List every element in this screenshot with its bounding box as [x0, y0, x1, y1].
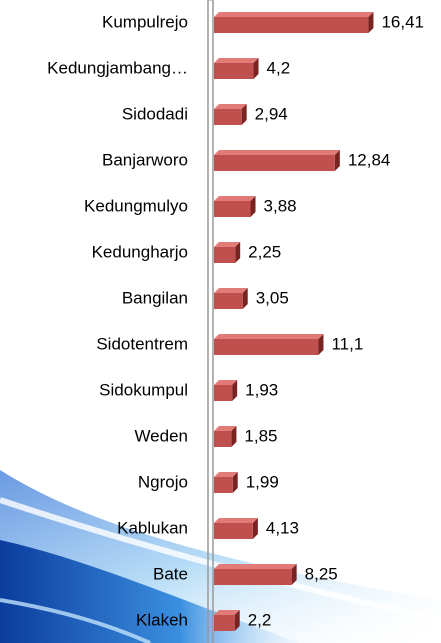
bar-front [214, 17, 368, 33]
bar [214, 472, 238, 493]
value-label: 2,94 [255, 104, 288, 123]
bar [214, 426, 236, 447]
category-label: Sidotentrem [96, 334, 188, 353]
value-label: 3,05 [256, 288, 289, 307]
bar [214, 610, 240, 631]
category-label: Bate [153, 564, 188, 583]
value-label: 12,84 [348, 150, 391, 169]
bar-front [214, 109, 242, 125]
bar-front [214, 523, 253, 539]
value-label: 1,99 [246, 472, 279, 491]
category-label: Kablukan [117, 518, 188, 537]
value-label: 4,2 [267, 58, 291, 77]
bar [214, 12, 373, 33]
bar [214, 288, 248, 309]
bar-top [214, 518, 258, 523]
bar-front [214, 155, 335, 171]
bar [214, 150, 340, 171]
bar-top [214, 564, 297, 569]
bar-front [214, 615, 235, 631]
bar-top [214, 196, 256, 201]
bar [214, 104, 247, 125]
value-label: 16,41 [381, 12, 424, 31]
value-label: 11,1 [331, 334, 363, 353]
bar [214, 564, 297, 585]
bar-top [214, 12, 373, 17]
bar [214, 518, 258, 539]
category-label: Banjarworo [102, 150, 188, 169]
bar [214, 380, 237, 401]
category-label: Kedungjambang… [47, 58, 188, 77]
category-label: Kumpulrejo [102, 12, 188, 31]
bar-top [214, 104, 247, 109]
value-label: 1,85 [244, 426, 277, 445]
bar-front [214, 63, 254, 79]
value-label: 4,13 [266, 518, 299, 537]
value-label: 1,93 [245, 380, 278, 399]
category-label: Kedungharjo [92, 242, 188, 261]
value-label: 3,88 [264, 196, 297, 215]
value-label: 2,2 [248, 610, 272, 629]
bar-front [214, 247, 235, 263]
bar [214, 196, 256, 217]
bar-top [214, 334, 323, 339]
bar-front [214, 431, 231, 447]
bar [214, 58, 259, 79]
bar [214, 334, 323, 355]
bar-top [214, 58, 259, 63]
category-label: Klakeh [136, 610, 188, 629]
axis [208, 0, 213, 643]
page: Kumpulrejo 16,41 Kedungjambang… 4,2 Sidodadi… [0, 0, 441, 643]
bar-front [214, 339, 318, 355]
bar-front [214, 477, 233, 493]
bar-front [214, 569, 292, 585]
value-label: 8,25 [305, 564, 338, 583]
value-label: 2,25 [248, 242, 281, 261]
bar-top [214, 150, 340, 155]
category-label: Ngrojo [138, 472, 188, 491]
chart: Kumpulrejo 16,41 Kedungjambang… 4,2 Sidodadi… [0, 0, 441, 643]
category-label: Bangilan [122, 288, 188, 307]
bar-front [214, 293, 243, 309]
bar-front [214, 201, 251, 217]
category-label: Kedungmulyo [84, 196, 188, 215]
category-label: Sidokumpul [99, 380, 188, 399]
category-label: Weden [134, 426, 188, 445]
bar-front [214, 385, 232, 401]
category-label: Sidodadi [122, 104, 188, 123]
bar-top [214, 288, 248, 293]
bar [214, 242, 240, 263]
